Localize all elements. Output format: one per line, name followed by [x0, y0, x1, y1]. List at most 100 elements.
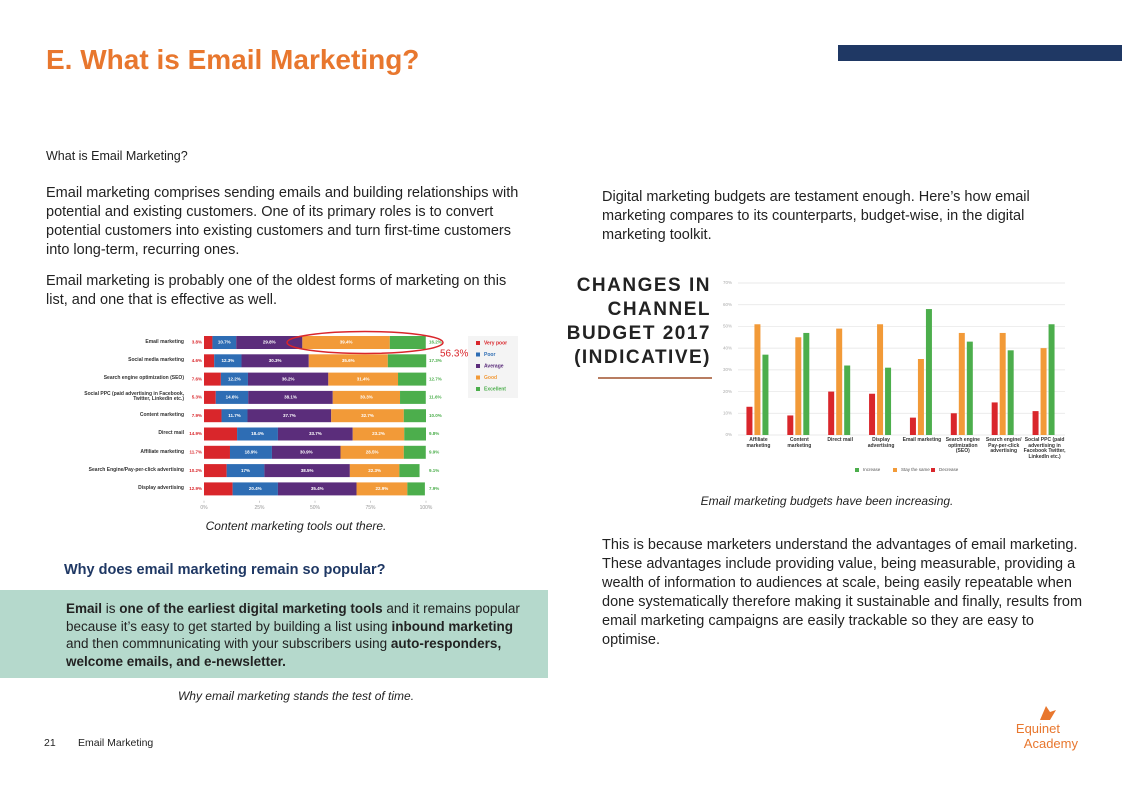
value-label: 22.3% [368, 468, 381, 473]
bar-segment [400, 390, 426, 404]
value-label: 12.3% [221, 358, 234, 363]
caption: Content marketing tools out there. [205, 519, 387, 533]
value-label: 38.1% [284, 395, 297, 400]
y-tick-label: 50% [723, 324, 732, 329]
value-label: 12.2% [228, 376, 241, 381]
value-label: 39.4% [340, 340, 353, 345]
bar-segment [387, 354, 427, 368]
bar [950, 413, 957, 435]
value-label: 30.3% [269, 358, 282, 363]
bar [999, 332, 1006, 435]
bar-segment [247, 372, 329, 386]
callout-segment: inbound marketing [391, 618, 513, 634]
x-tick-label: Search engine optimization (SEO) [945, 437, 980, 454]
y-tick-label: Email marketing [145, 338, 184, 345]
subheading: Why does email marketing remain so popul… [64, 562, 386, 578]
value-label-outside: 12.9% [189, 486, 202, 491]
paragraph: This is because marketers understand the… [602, 537, 1083, 648]
value-label: 28.5% [366, 449, 379, 454]
y-tick-label: Direct mail [158, 430, 184, 437]
bar [991, 402, 998, 435]
bar-segment [237, 427, 278, 441]
bar-segment [236, 336, 303, 349]
logo-text: Equinet [1015, 721, 1060, 736]
bar-segment [331, 409, 404, 423]
x-tick-label: 100% [420, 505, 433, 511]
y-tick-label: Search Engine/Pay-per-click advertising [88, 466, 184, 473]
legend-swatch [476, 387, 480, 391]
bar [1032, 411, 1039, 435]
x-tick-label: Email marketing [902, 437, 942, 443]
logo-icon [1040, 706, 1056, 720]
legend-label: Excellent [484, 386, 506, 392]
bar [803, 332, 810, 435]
value-label: 36.2% [282, 376, 295, 381]
bar-segment [399, 464, 420, 478]
bar-segment [204, 427, 238, 441]
bar-segment [204, 336, 213, 349]
bar [909, 417, 916, 435]
value-label: 12.7% [429, 376, 442, 381]
value-label: 20.4% [249, 486, 262, 491]
logo-text: Academy [1023, 736, 1078, 751]
x-tick-label: Search engine/ Pay-per-click advertising [985, 437, 1022, 454]
section-heading: What is Email Marketing? [46, 149, 188, 163]
bar-segment [277, 482, 357, 496]
legend-label: Average [484, 363, 504, 369]
bar-segment [241, 354, 309, 368]
bar-segment [220, 372, 248, 386]
value-label: 14.6% [226, 395, 239, 400]
value-label: 29.8% [263, 340, 276, 345]
bar-segment [308, 354, 388, 368]
callout-segment: and then commnunicating with your subscr… [66, 636, 391, 651]
bar [828, 391, 835, 435]
value-label: 37.7% [283, 413, 296, 418]
bar-segment [204, 390, 216, 404]
value-label: 11.6% [429, 395, 442, 400]
y-tick-label: 30% [723, 367, 732, 372]
value-label: 16.2% [429, 340, 442, 345]
callout-segment: one of the earliest digital marketing to… [119, 601, 383, 616]
value-label-outside: 11.7% [189, 449, 202, 454]
y-tick-label: Content marketing [139, 411, 184, 418]
bar-segment [204, 409, 222, 423]
x-tick-label: Affiliate marketing [746, 437, 771, 449]
legend-swatch [476, 341, 480, 345]
value-label: 7.9% [429, 486, 439, 491]
y-tick-label: 40% [723, 345, 732, 350]
x-tick-label: 25% [254, 505, 265, 511]
x-tick-label: Direct mail [827, 437, 853, 443]
chart-title: BUDGET 2017 [567, 323, 711, 344]
callout-text: Email is one of the earliest digital mar… [66, 600, 536, 670]
legend-label: Decrease [939, 467, 959, 472]
legend-swatch [476, 375, 480, 380]
bar-segment [328, 372, 399, 386]
value-label: 30.9% [300, 449, 313, 454]
legend-swatch [893, 468, 897, 472]
legend-label: Poor [484, 352, 495, 358]
bar-segment [352, 427, 405, 441]
bar-segment [340, 445, 404, 459]
value-label-outside: 4.6% [192, 358, 202, 363]
bar-segment [215, 390, 249, 404]
bar-segment [226, 464, 265, 478]
bar-segment [271, 445, 341, 459]
bar-segment [407, 482, 425, 496]
chart-title: (INDICATIVE) [574, 347, 711, 368]
value-label: 18.9% [245, 449, 258, 454]
bar [754, 324, 761, 435]
bar [966, 341, 973, 435]
y-tick-label: 60% [723, 302, 732, 307]
bar [746, 406, 753, 435]
paragraph: Email marketing comprises sending emails… [46, 185, 519, 258]
legend-swatch [855, 468, 859, 472]
value-label: 35.6% [342, 358, 355, 363]
bar-segment [403, 445, 426, 459]
y-tick-label: 20% [723, 389, 732, 394]
x-tick-label: 75% [365, 505, 376, 511]
legend-label: Good [484, 375, 497, 381]
chart-title: CHANGES IN [577, 275, 711, 296]
legend-swatch [476, 352, 480, 357]
value-label: 30.3% [360, 395, 373, 400]
